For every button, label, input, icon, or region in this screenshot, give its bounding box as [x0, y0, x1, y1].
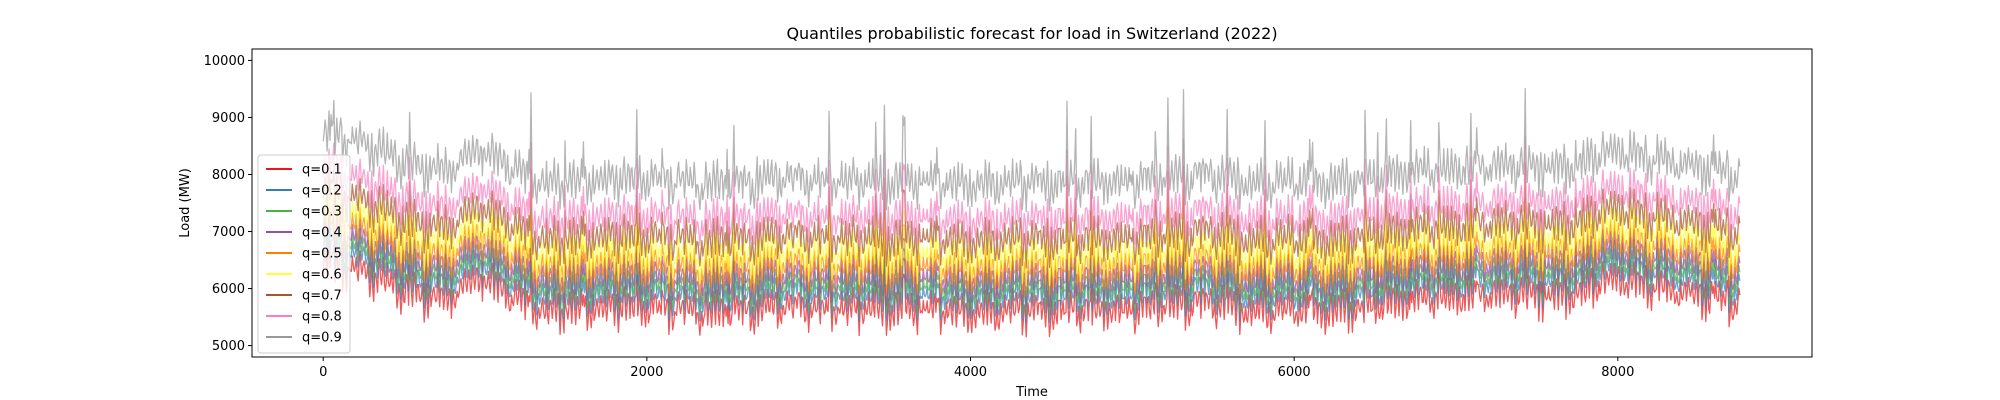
y-tick-label: 10000: [204, 54, 245, 69]
legend-label: q=0.4: [302, 226, 342, 241]
series-line-q7: [322, 161, 1741, 269]
x-tick-label: 6000: [1278, 365, 1311, 380]
plot-frame: [251, 48, 1813, 358]
chart-title: Quantiles probabilistic forecast for loa…: [786, 24, 1277, 43]
legend-label: q=0.6: [302, 268, 342, 283]
x-tick-label: 8000: [1601, 365, 1634, 380]
y-tick-label: 6000: [212, 282, 245, 297]
ticks-layer: 0 2000 4000 6000 8000 5000 6000 7000 8000 9000 100…: [204, 54, 1635, 380]
series-layer: [322, 87, 1741, 338]
series-line-q6: [322, 182, 1741, 287]
legend-label: q=0.7: [302, 289, 342, 304]
x-tick-label: 2000: [630, 365, 663, 380]
legend-label: q=0.1: [302, 163, 342, 178]
series-line-q9: [322, 87, 1741, 213]
legend-label: q=0.8: [302, 310, 342, 325]
series-line-q8: [322, 136, 1741, 248]
legend-label: q=0.5: [302, 247, 342, 262]
legend: q=0.1 q=0.2 q=0.3 q=0.4 q=0.5 q=0.6 q=0.7 q=0.8…: [257, 154, 351, 354]
y-tick-label: 9000: [212, 111, 245, 126]
legend-box: [257, 154, 351, 354]
legend-label: q=0.9: [302, 331, 342, 346]
legend-label: q=0.3: [302, 205, 342, 220]
y-tick-label: 8000: [212, 168, 245, 183]
legend-label: q=0.2: [302, 184, 342, 199]
x-axis-label: Time: [1015, 385, 1048, 400]
y-axis-label: Load (MW): [178, 168, 193, 238]
x-tick-label: 0: [319, 365, 327, 380]
y-tick-label: 7000: [212, 225, 245, 240]
y-tick-label: 5000: [212, 339, 245, 354]
x-tick-label: 4000: [954, 365, 987, 380]
